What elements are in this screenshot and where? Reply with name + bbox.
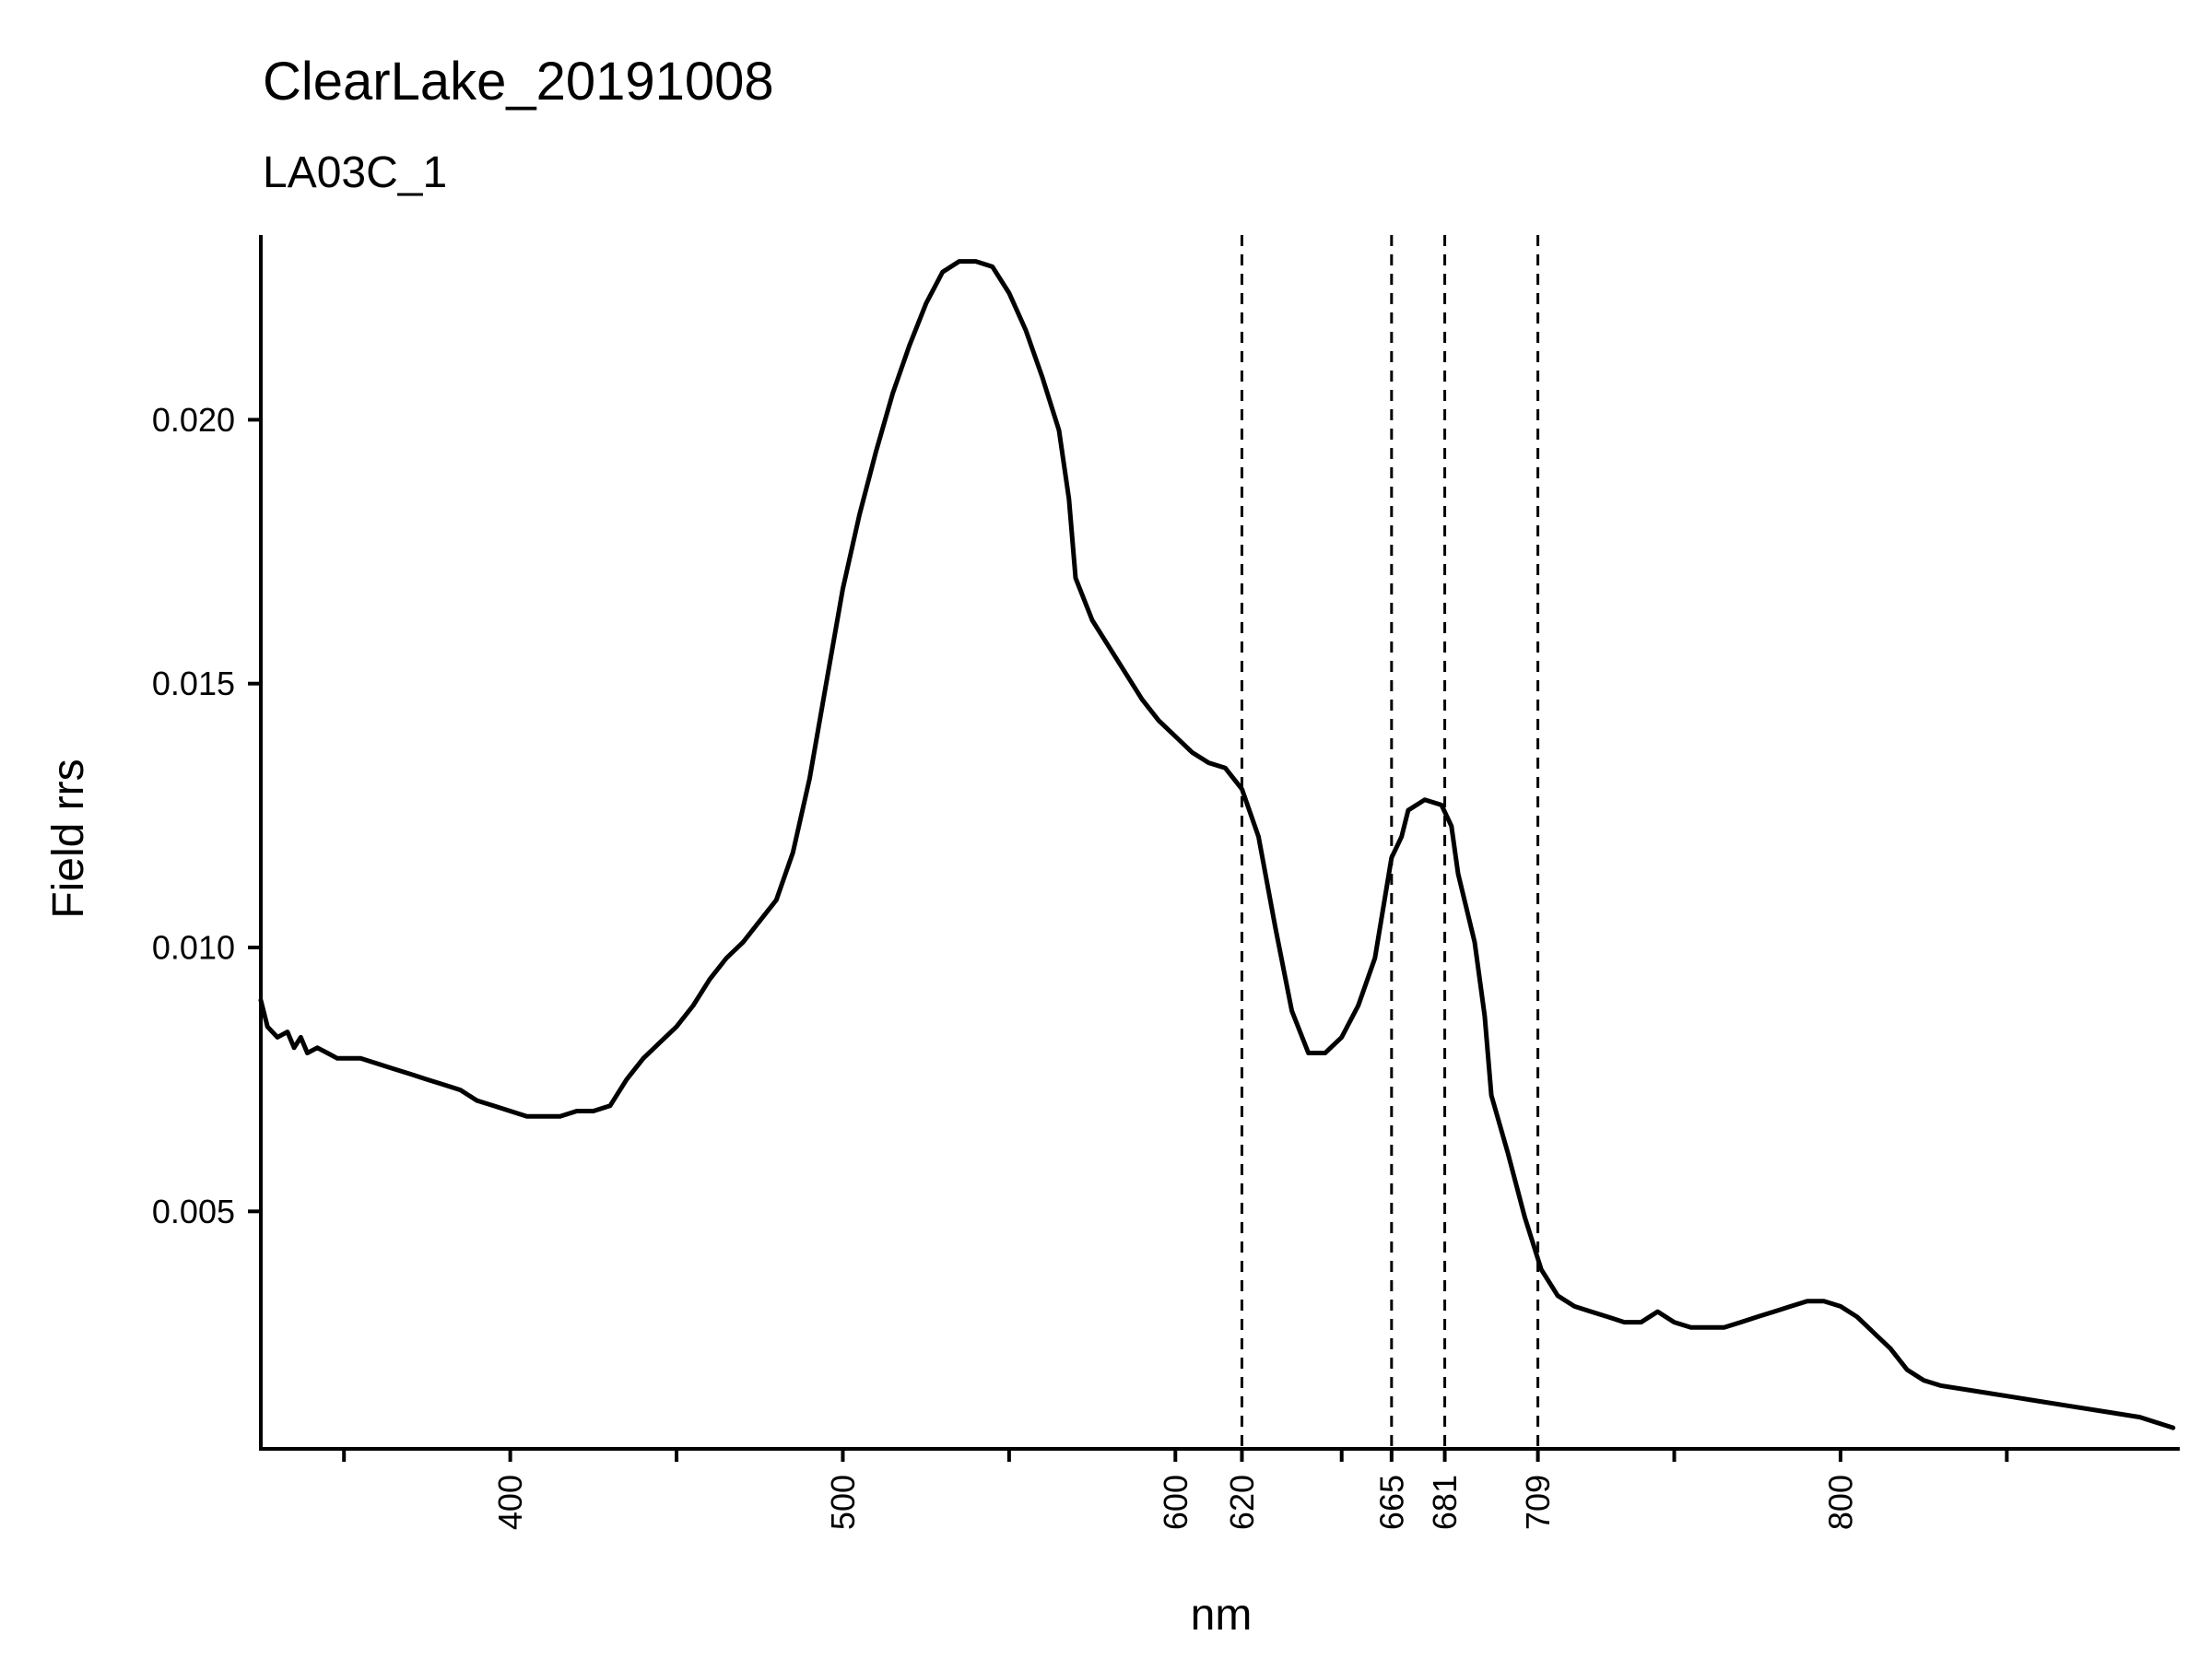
x-tick-label: 709 — [1519, 1475, 1557, 1530]
x-tick-label: 681 — [1426, 1475, 1464, 1530]
axes — [259, 235, 2180, 1451]
x-tick-label: 500 — [824, 1475, 862, 1530]
x-axis-title: nm — [1191, 1591, 1253, 1640]
x-tick-label: 400 — [491, 1475, 529, 1530]
y-axis-title: Field rrs — [44, 759, 93, 918]
y-tick-label: 0.005 — [152, 1193, 235, 1230]
chart-subtitle: LA03C_1 — [263, 148, 447, 197]
x-tick-label: 600 — [1157, 1475, 1194, 1530]
reference-lines — [1240, 235, 1540, 1449]
y-tick-label: 0.010 — [152, 929, 235, 967]
chart-title: ClearLake_20191008 — [263, 52, 774, 112]
x-tick-label: 665 — [1372, 1475, 1410, 1530]
series-layer — [258, 259, 2176, 1430]
x-tick-label: 800 — [1821, 1475, 1859, 1530]
x-tick-label: 620 — [1223, 1475, 1261, 1530]
y-tick-label: 0.020 — [152, 401, 235, 439]
ticks: 400 500 600 620 665 681 709 800 0.005 0.010 0.015 0… — [152, 401, 2009, 1530]
series-line — [258, 259, 2176, 1430]
y-tick-label: 0.015 — [152, 665, 235, 702]
